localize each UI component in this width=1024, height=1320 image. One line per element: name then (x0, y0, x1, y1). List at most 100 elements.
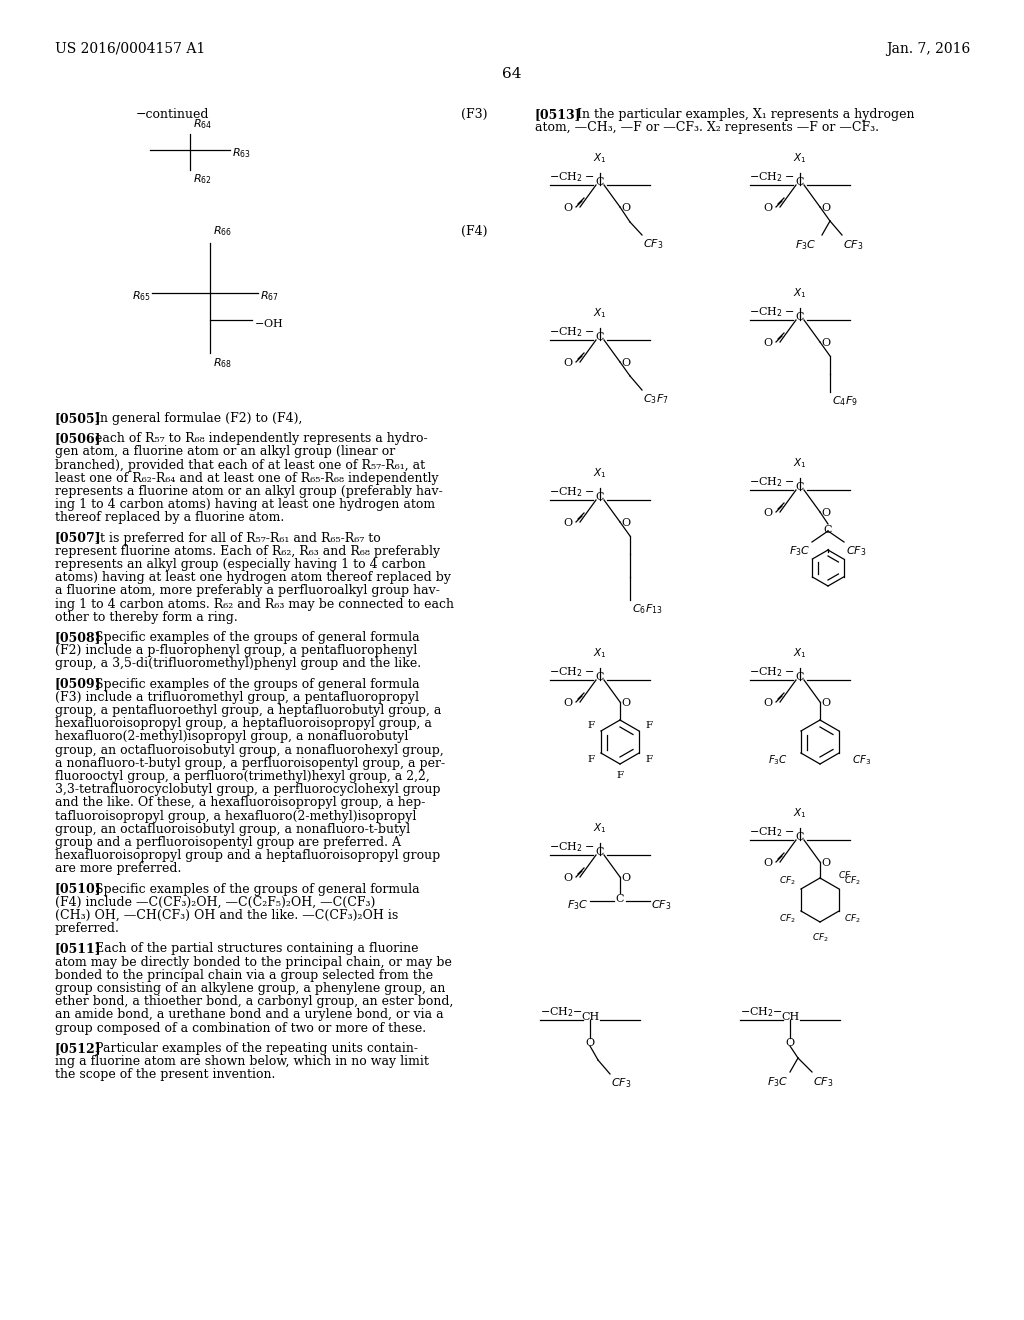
Text: gen atom, a fluorine atom or an alkyl group (linear or: gen atom, a fluorine atom or an alkyl gr… (55, 445, 395, 458)
Text: $-$CH$_2-$: $-$CH$_2-$ (750, 475, 795, 488)
Text: $F_3C$: $F_3C$ (566, 898, 588, 912)
Text: O: O (821, 698, 830, 708)
Text: C: C (823, 525, 833, 535)
Text: Specific examples of the groups of general formula: Specific examples of the groups of gener… (95, 677, 420, 690)
Text: O: O (563, 203, 572, 213)
Text: $CF_2$: $CF_2$ (845, 875, 861, 887)
Text: C: C (596, 492, 604, 502)
Text: group consisting of an alkylene group, a phenylene group, an: group consisting of an alkylene group, a… (55, 982, 445, 995)
Text: $F_3C$: $F_3C$ (788, 544, 810, 558)
Text: $-$CH$_2-$: $-$CH$_2-$ (550, 170, 595, 183)
Text: $CF_3$: $CF_3$ (611, 1076, 632, 1090)
Text: Specific examples of the groups of general formula: Specific examples of the groups of gener… (95, 883, 420, 895)
Text: O: O (563, 517, 572, 528)
Text: O: O (586, 1038, 595, 1048)
Text: C: C (796, 672, 804, 682)
Text: $CF_3$: $CF_3$ (651, 898, 672, 912)
Text: $CF_3$: $CF_3$ (813, 1074, 834, 1089)
Text: [0508]: [0508] (55, 631, 101, 644)
Text: O: O (763, 338, 772, 348)
Text: $X_1$: $X_1$ (593, 466, 607, 480)
Text: C: C (796, 832, 804, 842)
Text: $C_6F_{13}$: $C_6F_{13}$ (632, 602, 663, 616)
Text: In general formulae (F2) to (F4),: In general formulae (F2) to (F4), (95, 412, 302, 425)
Text: $X_1$: $X_1$ (794, 647, 807, 660)
Text: $CF_3$: $CF_3$ (643, 238, 664, 251)
Text: branched), provided that each of at least one of R₅₇-R₆₁, at: branched), provided that each of at leas… (55, 458, 425, 471)
Text: F: F (646, 721, 653, 730)
Text: $-$OH: $-$OH (254, 317, 284, 329)
Text: each of R₅₇ to R₆₈ independently represents a hydro-: each of R₅₇ to R₆₈ independently represe… (95, 432, 428, 445)
Text: C: C (615, 894, 625, 904)
Text: $CF_3$: $CF_3$ (846, 544, 866, 558)
Text: other to thereby form a ring.: other to thereby form a ring. (55, 611, 238, 624)
Text: $X_1$: $X_1$ (794, 286, 807, 300)
Text: C: C (596, 672, 604, 682)
Text: least one of R₆₂-R₆₄ and at least one of R₆₅-R₆₈ independently: least one of R₆₂-R₆₄ and at least one of… (55, 471, 438, 484)
Text: $CF$: $CF$ (838, 869, 852, 879)
Text: O: O (621, 358, 630, 368)
Text: $-$CH$_2-$: $-$CH$_2-$ (550, 486, 595, 499)
Text: group composed of a combination of two or more of these.: group composed of a combination of two o… (55, 1022, 426, 1035)
Text: $-$CH$_2-$: $-$CH$_2-$ (550, 325, 595, 339)
Text: $R_{66}$: $R_{66}$ (213, 224, 232, 238)
Text: $R_{62}$: $R_{62}$ (193, 172, 212, 186)
Text: the scope of the present invention.: the scope of the present invention. (55, 1068, 275, 1081)
Text: Particular examples of the repeating units contain-: Particular examples of the repeating uni… (95, 1041, 418, 1055)
Text: $CF_2$: $CF_2$ (778, 875, 796, 887)
Text: $X_1$: $X_1$ (794, 152, 807, 165)
Text: −continued: −continued (135, 108, 209, 121)
Text: $R_{65}$: $R_{65}$ (132, 289, 151, 302)
Text: a nonafluoro-t-butyl group, a perfluoroisopentyl group, a per-: a nonafluoro-t-butyl group, a perfluoroi… (55, 756, 445, 770)
Text: O: O (621, 698, 630, 708)
Text: $F_3C$: $F_3C$ (795, 238, 816, 252)
Text: (F3) include a trifluoromethyl group, a pentafluoropropyl: (F3) include a trifluoromethyl group, a … (55, 690, 419, 704)
Text: (CH₃) OH, —CH(CF₃) OH and the like. —C(CF₃)₂OH is: (CH₃) OH, —CH(CF₃) OH and the like. —C(C… (55, 909, 398, 921)
Text: (F2) include a p-fluorophenyl group, a pentafluorophenyl: (F2) include a p-fluorophenyl group, a p… (55, 644, 417, 657)
Text: $-$CH$_2-$: $-$CH$_2-$ (750, 170, 795, 183)
Text: represents a fluorine atom or an alkyl group (preferably hav-: represents a fluorine atom or an alkyl g… (55, 484, 442, 498)
Text: In the particular examples, X₁ represents a hydrogen: In the particular examples, X₁ represent… (577, 108, 914, 121)
Text: [0513]: [0513] (535, 108, 582, 121)
Text: (F4): (F4) (461, 224, 487, 238)
Text: O: O (563, 873, 572, 883)
Text: $-$CH$_2$$-$: $-$CH$_2$$-$ (740, 1006, 783, 1019)
Text: $X_1$: $X_1$ (794, 457, 807, 470)
Text: $R_{68}$: $R_{68}$ (213, 356, 232, 370)
Text: $X_1$: $X_1$ (593, 647, 607, 660)
Text: O: O (621, 517, 630, 528)
Text: F: F (587, 721, 594, 730)
Text: ing 1 to 4 carbon atoms. R₆₂ and R₆₃ may be connected to each: ing 1 to 4 carbon atoms. R₆₂ and R₆₃ may… (55, 598, 454, 611)
Text: C: C (596, 177, 604, 187)
Text: $R_{63}$: $R_{63}$ (232, 147, 251, 160)
Text: F: F (587, 755, 594, 763)
Text: represent fluorine atoms. Each of R₆₂, R₆₃ and R₆₈ preferably: represent fluorine atoms. Each of R₆₂, R… (55, 545, 440, 558)
Text: $X_1$: $X_1$ (593, 152, 607, 165)
Text: O: O (763, 508, 772, 517)
Text: group, a pentafluoroethyl group, a heptafluorobutyl group, a: group, a pentafluoroethyl group, a hepta… (55, 704, 441, 717)
Text: O: O (563, 698, 572, 708)
Text: $-$CH$_2$$-$: $-$CH$_2$$-$ (541, 1006, 584, 1019)
Text: 64: 64 (502, 67, 522, 81)
Text: O: O (763, 858, 772, 869)
Text: F: F (616, 771, 624, 780)
Text: hexafluoro(2-methyl)isopropyl group, a nonafluorobutyl: hexafluoro(2-methyl)isopropyl group, a n… (55, 730, 409, 743)
Text: atom, —CH₃, —F or —CF₃. X₂ represents —F or —CF₃.: atom, —CH₃, —F or —CF₃. X₂ represents —F… (535, 121, 879, 135)
Text: [0506]: [0506] (55, 432, 101, 445)
Text: $X_1$: $X_1$ (593, 821, 607, 836)
Text: a fluorine atom, more preferably a perfluoroalkyl group hav-: a fluorine atom, more preferably a perfl… (55, 585, 440, 598)
Text: an amide bond, a urethane bond and a urylene bond, or via a: an amide bond, a urethane bond and a ury… (55, 1008, 443, 1022)
Text: $CF_2$: $CF_2$ (845, 912, 861, 925)
Text: [0512]: [0512] (55, 1041, 101, 1055)
Text: F: F (646, 755, 653, 763)
Text: fluorooctyl group, a perfluoro(trimethyl)hexyl group, a 2,2,: fluorooctyl group, a perfluoro(trimethyl… (55, 770, 430, 783)
Text: and the like. Of these, a hexafluoroisopropyl group, a hep-: and the like. Of these, a hexafluoroisop… (55, 796, 425, 809)
Text: group and a perfluoroisopentyl group are preferred. A: group and a perfluoroisopentyl group are… (55, 836, 401, 849)
Text: O: O (821, 338, 830, 348)
Text: [0507]: [0507] (55, 532, 101, 545)
Text: O: O (821, 858, 830, 869)
Text: hexafluoroisopropyl group and a heptafluoroisopropyl group: hexafluoroisopropyl group and a heptaflu… (55, 849, 440, 862)
Text: $-$CH$_2-$: $-$CH$_2-$ (750, 825, 795, 840)
Text: CH: CH (781, 1012, 799, 1022)
Text: O: O (821, 508, 830, 517)
